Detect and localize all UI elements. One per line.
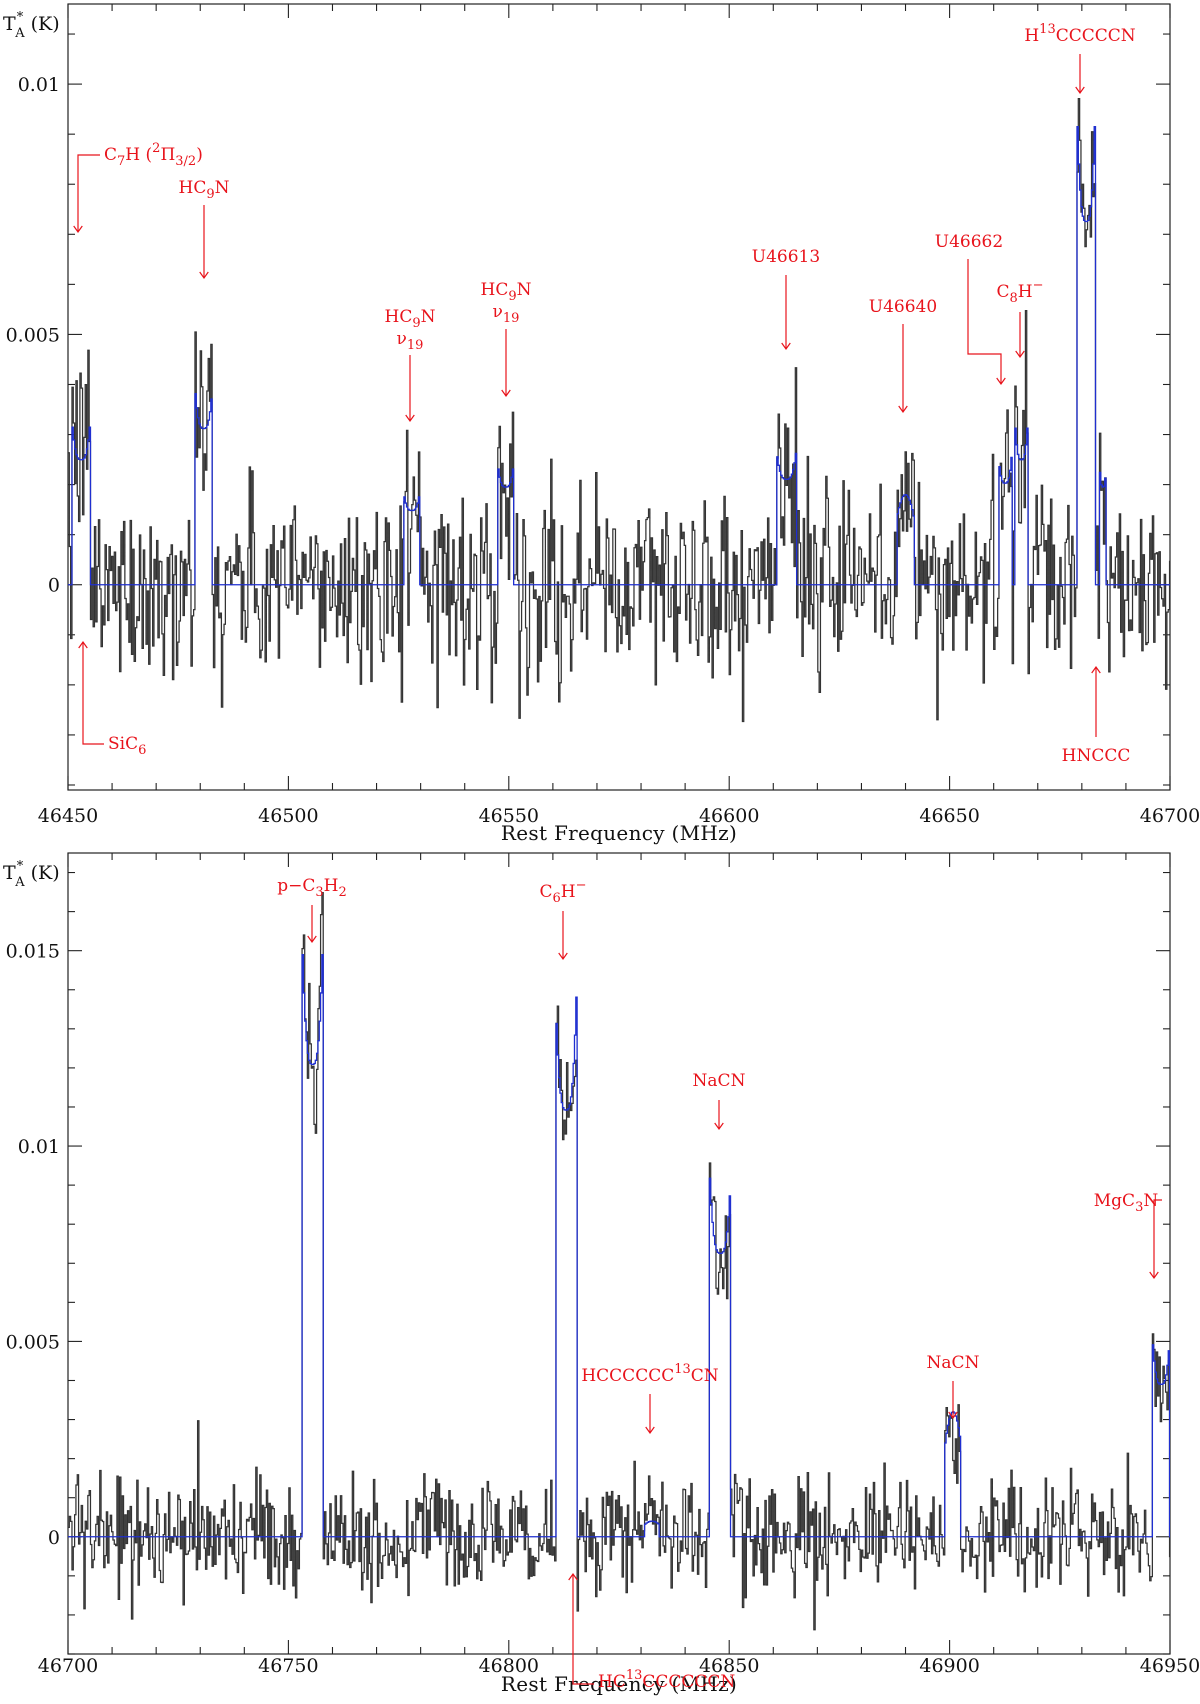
x-tick-label: 46650: [919, 805, 979, 827]
arrow-head: [199, 271, 209, 280]
arrow-head: [645, 1426, 655, 1435]
chart-panel-1: 46450 46500 46550 46600 46650 46700 0 0.005 0.01…: [3, 3, 1200, 845]
annotation-label: C6H−: [539, 878, 586, 906]
annotation-label: HC9N: [481, 280, 532, 304]
y-axis-label: T* A (K): [3, 859, 60, 890]
observed-spectrum: [68, 98, 1170, 723]
y-tick-label: 0.005: [6, 1331, 60, 1353]
y-tick-label: 0: [48, 1527, 60, 1549]
line-annotation: U46640: [869, 297, 937, 414]
line-annotation: SiC6: [78, 640, 146, 758]
x-tick-label: 46500: [258, 805, 318, 827]
line-annotation: p−C3H2: [277, 876, 347, 944]
annotation-arrow: [1153, 1199, 1162, 1278]
annotation-arrow: [82, 642, 104, 745]
x-tick-label: 46800: [479, 1655, 539, 1677]
x-axis-label: Rest Frequency (MHz): [501, 821, 737, 845]
y-axis-label: T* A (K): [3, 10, 60, 41]
annotation-label: NaCN: [927, 1353, 980, 1373]
annotation-arrow: [572, 1574, 594, 1685]
arrow-head: [568, 1572, 578, 1581]
arrow-head: [714, 1122, 724, 1131]
annotation-label: HCCCCCC13CN: [581, 1362, 718, 1386]
arrow-head: [996, 377, 1006, 386]
annotation-label: SiC6: [108, 734, 146, 758]
annotation-label-nu: ν19: [493, 302, 520, 326]
y-tick-label: 0.01: [18, 1136, 60, 1158]
arrow-head: [781, 342, 791, 351]
arrow-head: [1075, 86, 1085, 95]
x-tick-label: 46450: [38, 805, 98, 827]
annotation-label: C7H (2Π3/2): [104, 141, 203, 169]
annotation-label: C8H−: [996, 278, 1043, 306]
x-tick-label: 46550: [479, 805, 539, 827]
annotation-label: U46662: [935, 232, 1003, 252]
x-tick-label: 46950: [1140, 1655, 1200, 1677]
line-annotation: C8H−: [996, 278, 1044, 359]
line-annotation: C7H (2Π3/2): [73, 141, 203, 234]
line-annotation: U46662: [935, 232, 1006, 386]
arrow-head: [558, 952, 568, 961]
x-tick-label: 46900: [919, 1655, 979, 1677]
y-tick-label: 0.015: [6, 941, 60, 963]
line-annotation: NaCN: [927, 1353, 980, 1420]
line-annotation: U46613: [752, 247, 820, 351]
annotation-label: p−C3H2: [277, 876, 347, 900]
annotation-label: NaCN: [693, 1071, 746, 1091]
x-tick-label: 46600: [699, 805, 759, 827]
annotation-label-nu: ν19: [397, 329, 424, 353]
annotation-arrow: [77, 154, 100, 232]
line-annotation: HC9N: [179, 178, 230, 280]
annotation-label: HC13CCCCCCN: [598, 1668, 735, 1692]
line-annotation: HNCCC: [1062, 665, 1131, 766]
arrow-head: [1015, 350, 1025, 359]
y-tick-label: 0: [48, 575, 60, 597]
arrow-head: [501, 389, 511, 398]
y-tick-label: 0.005: [6, 324, 60, 346]
line-annotation: H13CCCCCN: [1024, 22, 1136, 95]
line-annotation: MgC3N: [1094, 1191, 1162, 1280]
line-annotation: C6H−: [539, 878, 587, 961]
arrow-head: [307, 935, 317, 944]
line-annotation: HC13CCCCCCN: [568, 1572, 735, 1692]
arrow-head: [898, 405, 908, 414]
annotation-label: HC9N: [385, 307, 436, 331]
x-tick-label: 46750: [258, 1655, 318, 1677]
annotation-label: HC9N: [179, 178, 230, 202]
observed-spectrum: [68, 891, 1170, 1631]
model-fit: [68, 125, 1170, 586]
plot-frame: [67, 3, 1171, 791]
annotation-label: HNCCC: [1062, 746, 1131, 766]
plot-frame: [67, 852, 1171, 1655]
arrow-head: [73, 225, 83, 234]
line-annotation: HCCCCCC13CN: [581, 1362, 719, 1435]
x-tick-label: 46700: [38, 1655, 98, 1677]
arrow-head: [405, 414, 415, 423]
y-tick-label: 0.01: [18, 74, 60, 96]
annotation-label: U46640: [869, 297, 937, 317]
x-tick-label: 46700: [1140, 805, 1200, 827]
arrow-head: [78, 640, 88, 649]
arrow-head: [1091, 665, 1101, 674]
model-fit: [68, 953, 1170, 1538]
x-axis-label: Rest Frequency (MHz): [501, 1672, 737, 1696]
x-tick-label: 46850: [699, 1655, 759, 1677]
arrow-head: [1149, 1271, 1159, 1280]
arrow-head: [948, 1411, 958, 1420]
chart-panel-2: 46700 46750 46800 46850 46900 46950 0 0.005 0.01…: [3, 852, 1200, 1696]
annotation-label: MgC3N: [1094, 1191, 1159, 1215]
annotation-label: H13CCCCCN: [1024, 22, 1135, 46]
line-annotation: NaCN: [693, 1071, 746, 1131]
annotation-label: U46613: [752, 247, 820, 267]
annotation-arrow: [967, 259, 1002, 384]
